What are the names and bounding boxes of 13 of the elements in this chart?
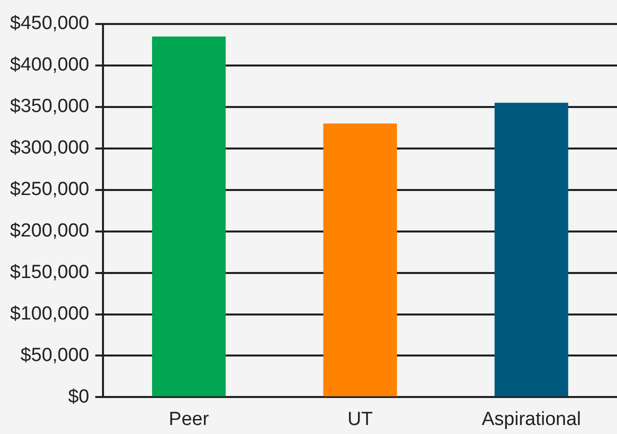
- y-tick-label: $300,000: [10, 138, 90, 159]
- y-tick-label: $450,000: [10, 13, 90, 34]
- y-tick-label: $250,000: [10, 179, 90, 200]
- x-tick-label: UT: [347, 408, 374, 430]
- y-tick-label: $100,000: [10, 304, 90, 324]
- y-tick-label: $50,000: [20, 344, 90, 366]
- y-tick-label: $200,000: [10, 220, 90, 242]
- x-tick-label: Aspirational: [482, 408, 582, 430]
- y-tick-label: $400,000: [10, 54, 90, 76]
- y-tick-label: $150,000: [10, 262, 90, 284]
- y-tick-label: $0: [68, 386, 90, 408]
- x-tick-label: Peer: [168, 408, 210, 430]
- y-tick-label: $350,000: [10, 96, 90, 118]
